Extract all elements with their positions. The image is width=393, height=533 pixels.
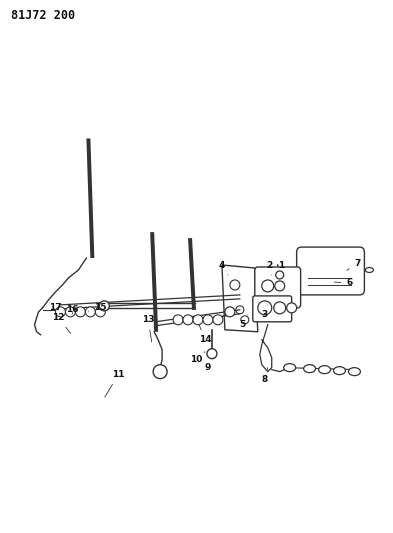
FancyBboxPatch shape xyxy=(255,267,301,308)
Text: 2: 2 xyxy=(266,261,273,275)
Polygon shape xyxy=(222,265,258,332)
Text: 3: 3 xyxy=(262,305,268,319)
Text: 17: 17 xyxy=(49,303,62,312)
Circle shape xyxy=(258,301,272,315)
Ellipse shape xyxy=(319,366,331,374)
Text: 15: 15 xyxy=(88,303,107,312)
Circle shape xyxy=(95,307,105,317)
Polygon shape xyxy=(150,232,158,332)
Text: 12: 12 xyxy=(52,313,71,334)
Text: 1: 1 xyxy=(277,261,284,276)
Circle shape xyxy=(276,271,284,279)
Text: 5: 5 xyxy=(240,315,248,329)
Text: 4: 4 xyxy=(219,261,228,275)
Ellipse shape xyxy=(349,368,360,376)
Ellipse shape xyxy=(284,364,296,372)
Circle shape xyxy=(241,316,249,324)
Circle shape xyxy=(193,315,203,325)
Circle shape xyxy=(203,315,213,325)
Circle shape xyxy=(85,307,95,317)
Text: 8: 8 xyxy=(262,368,268,384)
Text: 13: 13 xyxy=(142,316,154,342)
Text: 7: 7 xyxy=(347,259,361,270)
FancyBboxPatch shape xyxy=(253,296,292,322)
Text: 11: 11 xyxy=(105,370,125,397)
Circle shape xyxy=(225,307,235,317)
Text: 10: 10 xyxy=(190,352,205,364)
Circle shape xyxy=(275,281,285,291)
Ellipse shape xyxy=(304,365,316,373)
Circle shape xyxy=(173,315,183,325)
Circle shape xyxy=(153,365,167,378)
Circle shape xyxy=(213,315,223,325)
Text: 16: 16 xyxy=(66,305,79,314)
Text: 81J72 200: 81J72 200 xyxy=(11,9,75,22)
Circle shape xyxy=(230,280,240,290)
Circle shape xyxy=(55,307,66,317)
Ellipse shape xyxy=(365,268,373,272)
FancyBboxPatch shape xyxy=(297,247,364,295)
Circle shape xyxy=(274,302,286,314)
Text: 6: 6 xyxy=(334,278,353,287)
Polygon shape xyxy=(86,139,94,258)
Ellipse shape xyxy=(334,367,345,375)
Circle shape xyxy=(75,307,85,317)
Circle shape xyxy=(286,303,297,313)
Circle shape xyxy=(66,307,75,317)
Circle shape xyxy=(207,349,217,359)
Circle shape xyxy=(236,306,244,314)
Circle shape xyxy=(99,301,109,311)
Polygon shape xyxy=(188,238,196,310)
Circle shape xyxy=(262,280,274,292)
Circle shape xyxy=(183,315,193,325)
Text: 14: 14 xyxy=(198,325,211,344)
Text: 9: 9 xyxy=(205,358,214,372)
